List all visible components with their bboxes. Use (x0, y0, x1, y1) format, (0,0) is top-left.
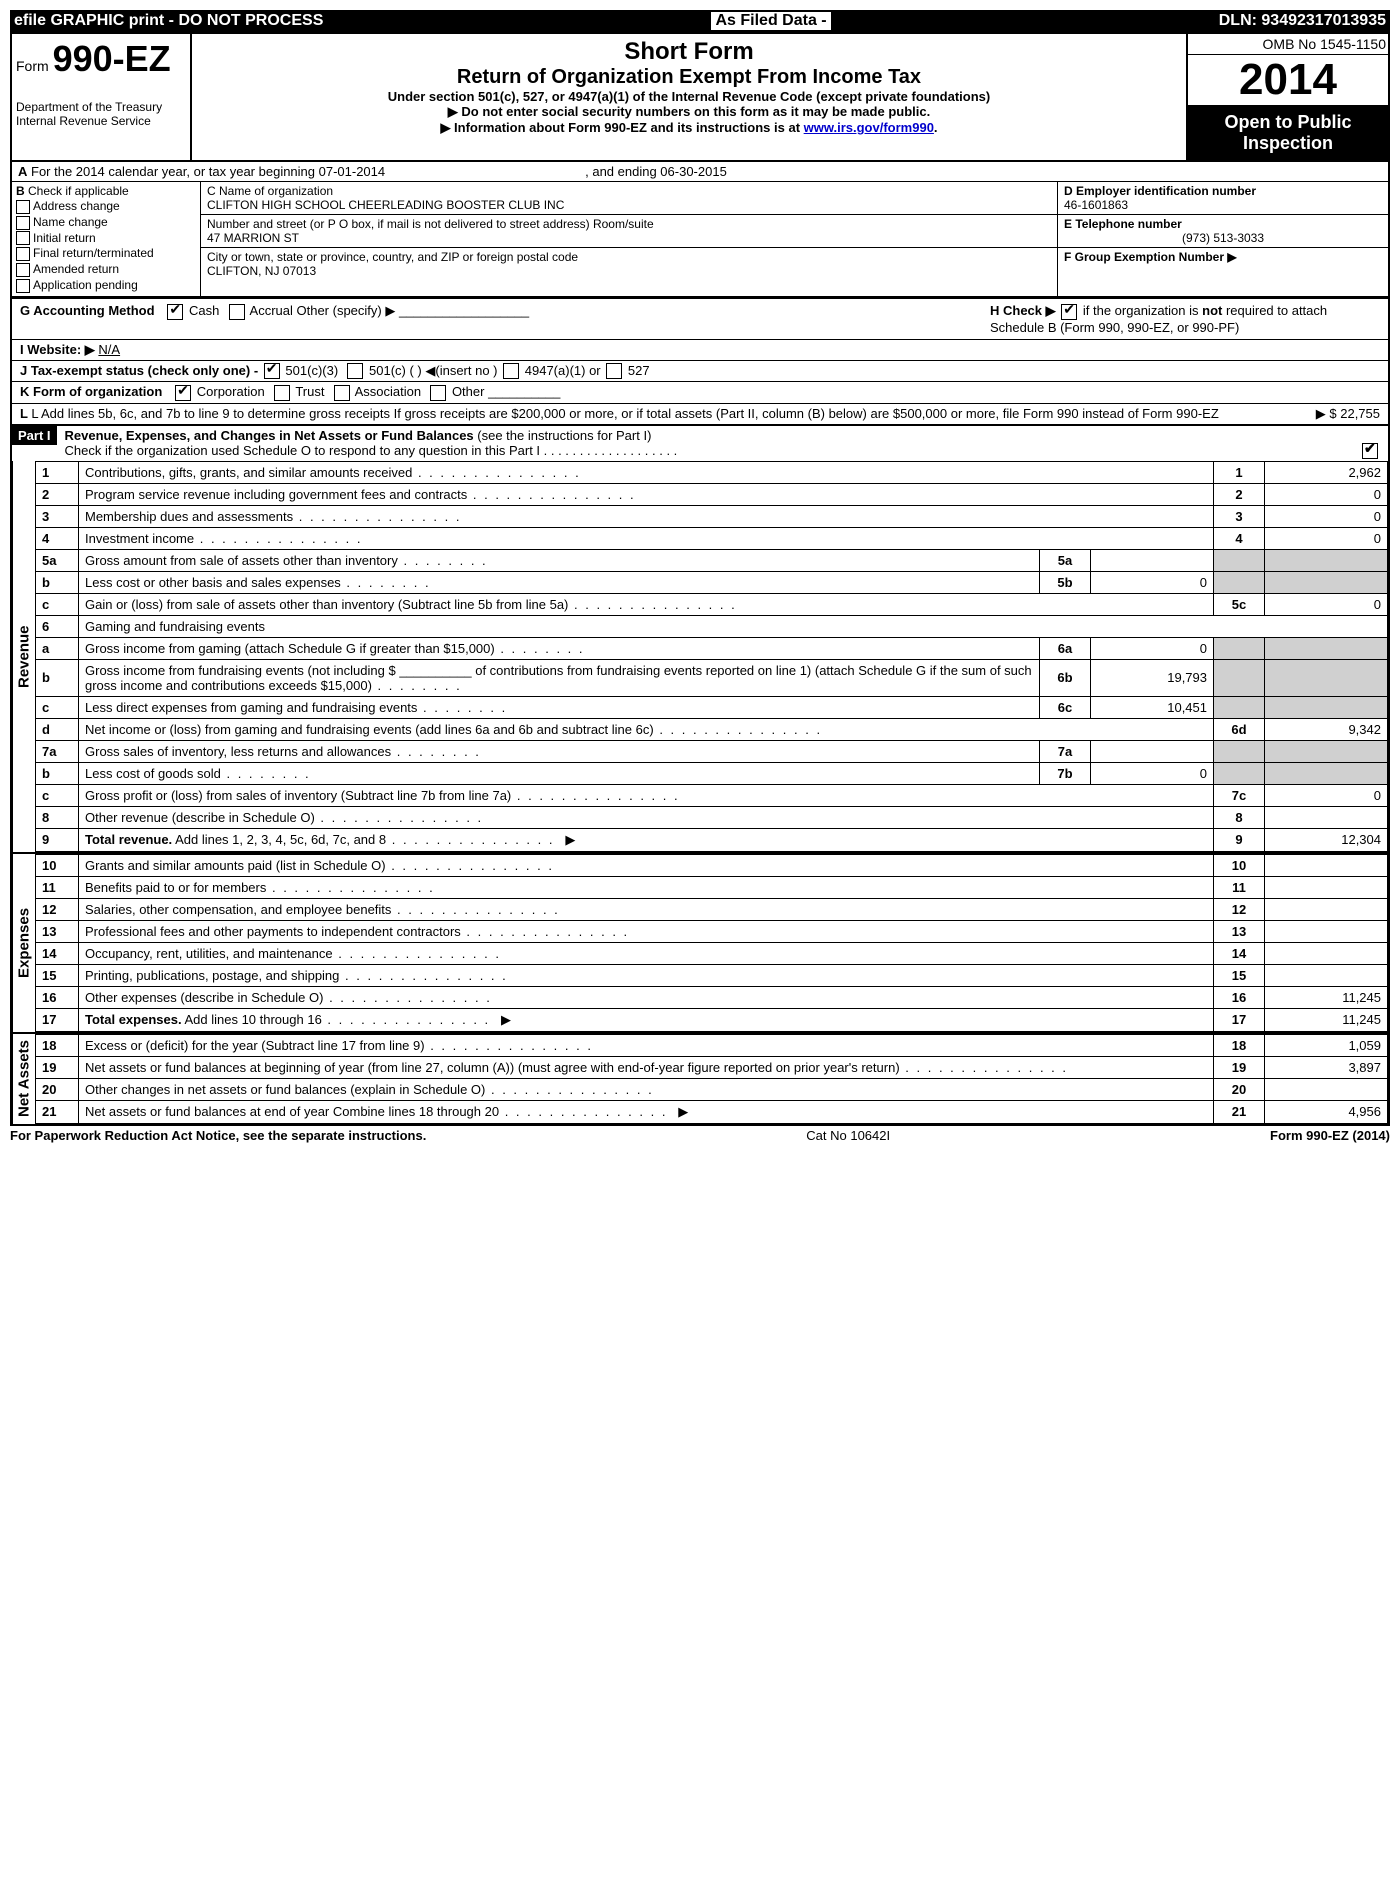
org-name: CLIFTON HIGH SCHOOL CHEERLEADING BOOSTER… (207, 198, 1051, 212)
check-amended-return[interactable] (16, 263, 30, 277)
dept2: Internal Revenue Service (16, 114, 186, 128)
main-title: Return of Organization Exempt From Incom… (200, 66, 1178, 89)
line-row: a Gross income from gaming (attach Sched… (36, 637, 1388, 659)
a-end: , and ending 06-30-2015 (585, 164, 727, 179)
omb-number: OMB No 1545-1150 (1188, 34, 1388, 55)
form-label-box: Form 990-EZ Department of the Treasury I… (12, 34, 192, 160)
expenses-table: 10 Grants and similar amounts paid (list… (35, 854, 1388, 1032)
short-form-title: Short Form (200, 38, 1178, 66)
line-row: b Less cost or other basis and sales exp… (36, 571, 1388, 593)
check-application-pending[interactable] (16, 279, 30, 293)
tax-year: 2014 (1188, 55, 1388, 106)
subtitle: Under section 501(c), 527, or 4947(a)(1)… (200, 89, 1178, 104)
check-association[interactable] (334, 385, 350, 401)
line-row: c Gain or (loss) from sale of assets oth… (36, 593, 1388, 615)
irs-link[interactable]: www.irs.gov/form990 (804, 120, 934, 135)
org-info: C Name of organization CLIFTON HIGH SCHO… (201, 182, 1057, 296)
note2: ▶ Information about Form 990-EZ and its … (200, 120, 1178, 136)
check-final-return[interactable] (16, 247, 30, 261)
check-address-change[interactable] (16, 200, 30, 214)
part-1: Part I Revenue, Expenses, and Changes in… (10, 426, 1390, 1126)
line-row: b Gross income from fundraising events (… (36, 659, 1388, 696)
line-row: 18 Excess or (deficit) for the year (Sub… (36, 1034, 1388, 1056)
line-row: 17 Total expenses. Add lines 10 through … (36, 1008, 1388, 1031)
revenue-table: 1 Contributions, gifts, grants, and simi… (35, 461, 1388, 852)
line-row: d Net income or (loss) from gaming and f… (36, 718, 1388, 740)
open-inspection: Open to Public Inspection (1188, 106, 1388, 160)
group-exemption: F Group Exemption Number ▶ (1064, 250, 1237, 264)
org-address: 47 MARRION ST (207, 231, 1051, 245)
line-row: 12 Salaries, other compensation, and emp… (36, 898, 1388, 920)
footer-right: Form 990-EZ (2014) (1270, 1128, 1390, 1143)
footer-center: Cat No 10642I (806, 1128, 890, 1143)
line-row: 8 Other revenue (describe in Schedule O)… (36, 806, 1388, 828)
check-accrual[interactable] (229, 304, 245, 320)
line-row: 7a Gross sales of inventory, less return… (36, 740, 1388, 762)
right-info: D Employer identification number 46-1601… (1057, 182, 1388, 296)
revenue-label: Revenue (12, 461, 35, 852)
topbar-left: efile GRAPHIC print - DO NOT PROCESS (14, 12, 323, 30)
note1: ▶ Do not enter social security numbers o… (200, 104, 1178, 120)
section-g-l: G Accounting Method Cash Accrual Other (… (10, 298, 1390, 426)
check-name-change[interactable] (16, 216, 30, 230)
line-row: 14 Occupancy, rent, utilities, and maint… (36, 942, 1388, 964)
expenses-label: Expenses (12, 854, 35, 1032)
line-row: 6Gaming and fundraising events (36, 615, 1388, 637)
line-row: 20 Other changes in net assets or fund b… (36, 1078, 1388, 1100)
l-amount: ▶ $ 22,755 (1240, 406, 1380, 422)
netassets-label: Net Assets (12, 1034, 35, 1124)
footer-left: For Paperwork Reduction Act Notice, see … (10, 1128, 426, 1143)
line-row: 9 Total revenue. Add lines 1, 2, 3, 4, 5… (36, 828, 1388, 851)
line-row: 19 Net assets or fund balances at beginn… (36, 1056, 1388, 1078)
netassets-table: 18 Excess or (deficit) for the year (Sub… (35, 1034, 1388, 1124)
ein: 46-1601863 (1064, 198, 1128, 212)
dept1: Department of the Treasury (16, 100, 186, 114)
form-name: 990-EZ (53, 38, 171, 79)
section-a-f: A For the 2014 calendar year, or tax yea… (10, 162, 1390, 298)
right-box: OMB No 1545-1150 2014 Open to Public Ins… (1188, 34, 1388, 160)
check-other-org[interactable] (430, 385, 446, 401)
line-row: 3 Membership dues and assessments . . . … (36, 505, 1388, 527)
check-initial-return[interactable] (16, 231, 30, 245)
check-trust[interactable] (274, 385, 290, 401)
form-header: Form 990-EZ Department of the Treasury I… (10, 32, 1390, 162)
line-row: b Less cost of goods sold . . . . . . . … (36, 762, 1388, 784)
line-row: 11 Benefits paid to or for members . . .… (36, 876, 1388, 898)
a-text: For the 2014 calendar year, or tax year … (31, 164, 385, 179)
topbar-center: As Filed Data - (711, 12, 830, 30)
check-501c[interactable] (347, 363, 363, 379)
line-row: 15 Printing, publications, postage, and … (36, 964, 1388, 986)
check-corporation[interactable] (175, 385, 191, 401)
check-527[interactable] (606, 363, 622, 379)
line-row: 2 Program service revenue including gove… (36, 483, 1388, 505)
part1-label: Part I (12, 426, 57, 445)
check-schedule-b[interactable] (1061, 304, 1077, 320)
footer: For Paperwork Reduction Act Notice, see … (10, 1126, 1390, 1145)
line-row: c Less direct expenses from gaming and f… (36, 696, 1388, 718)
check-501c3[interactable] (264, 363, 280, 379)
line-row: 21 Net assets or fund balances at end of… (36, 1100, 1388, 1123)
org-city: CLIFTON, NJ 07013 (207, 264, 1051, 278)
check-schedule-o[interactable] (1362, 443, 1378, 459)
line-row: 5a Gross amount from sale of assets othe… (36, 549, 1388, 571)
phone: (973) 513-3033 (1064, 231, 1382, 245)
line-row: c Gross profit or (loss) from sales of i… (36, 784, 1388, 806)
line-row: 16 Other expenses (describe in Schedule … (36, 986, 1388, 1008)
form-prefix: Form (16, 58, 49, 74)
line-row: 4 Investment income . . . . . . . . . . … (36, 527, 1388, 549)
line-row: 10 Grants and similar amounts paid (list… (36, 854, 1388, 876)
top-bar: efile GRAPHIC print - DO NOT PROCESS As … (10, 10, 1390, 32)
check-4947[interactable] (503, 363, 519, 379)
line-row: 1 Contributions, gifts, grants, and simi… (36, 461, 1388, 483)
section-b-checks: B Check if applicable Address change Nam… (12, 182, 201, 296)
check-cash[interactable] (167, 304, 183, 320)
website-value: N/A (98, 342, 120, 357)
topbar-right: DLN: 93492317013935 (1219, 12, 1386, 30)
line-row: 13 Professional fees and other payments … (36, 920, 1388, 942)
title-box: Short Form Return of Organization Exempt… (192, 34, 1188, 160)
